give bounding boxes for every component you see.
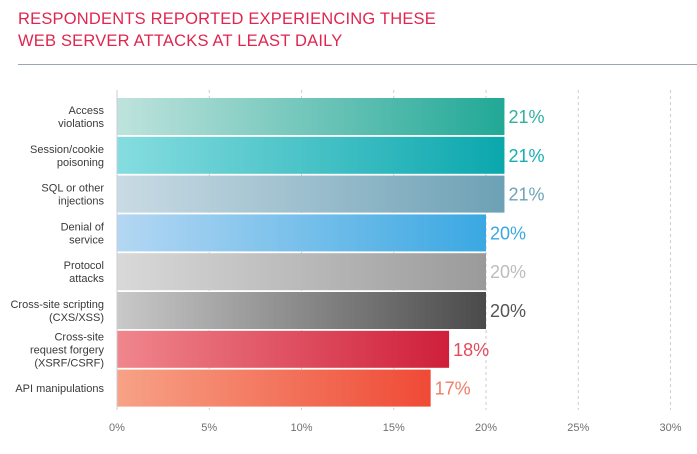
bar [117, 175, 505, 213]
value-label: 20% [490, 262, 526, 282]
title-divider [18, 64, 697, 65]
x-tick-label: 10% [290, 422, 312, 434]
chart-title-line-1: RESPONDENTS REPORTED EXPERIENCING THESE [18, 10, 436, 28]
category-label: Cross-site scripting (CXS/XSS) [10, 299, 104, 324]
value-label: 21% [508, 185, 544, 205]
chart-title: RESPONDENTS REPORTED EXPERIENCING THESE … [18, 8, 436, 52]
bar [117, 253, 486, 291]
bar [117, 98, 505, 135]
bar [117, 292, 486, 329]
category-label: Session/cookie poisoning [30, 144, 104, 169]
category-label: API manipulations [15, 383, 104, 395]
x-tick-label: 20% [475, 422, 497, 434]
category-label: Denial of service [61, 221, 105, 246]
value-label: 20% [490, 301, 526, 321]
category-label: Access violations [58, 105, 104, 130]
bar [117, 330, 450, 368]
value-label: 17% [435, 379, 471, 399]
x-tick-label: 15% [383, 422, 405, 434]
x-tick-label: 25% [567, 422, 589, 434]
category-label: SQL or other injections [41, 183, 104, 208]
x-tick-label: 0% [109, 422, 125, 434]
x-tick-label: 5% [201, 422, 217, 434]
chart-title-line-2: WEB SERVER ATTACKS AT LEAST DAILY [18, 32, 343, 50]
x-tick-label: 30% [659, 422, 681, 434]
value-label: 21% [508, 146, 544, 166]
category-label: Cross-site request forgery (XSRF/CSRF) [30, 331, 104, 369]
bar [117, 136, 505, 174]
value-label: 20% [490, 223, 526, 243]
bar [117, 369, 431, 407]
value-label: 18% [453, 340, 489, 360]
value-label: 21% [508, 107, 544, 127]
bar [117, 214, 486, 252]
category-label: Protocol attacks [64, 260, 105, 285]
